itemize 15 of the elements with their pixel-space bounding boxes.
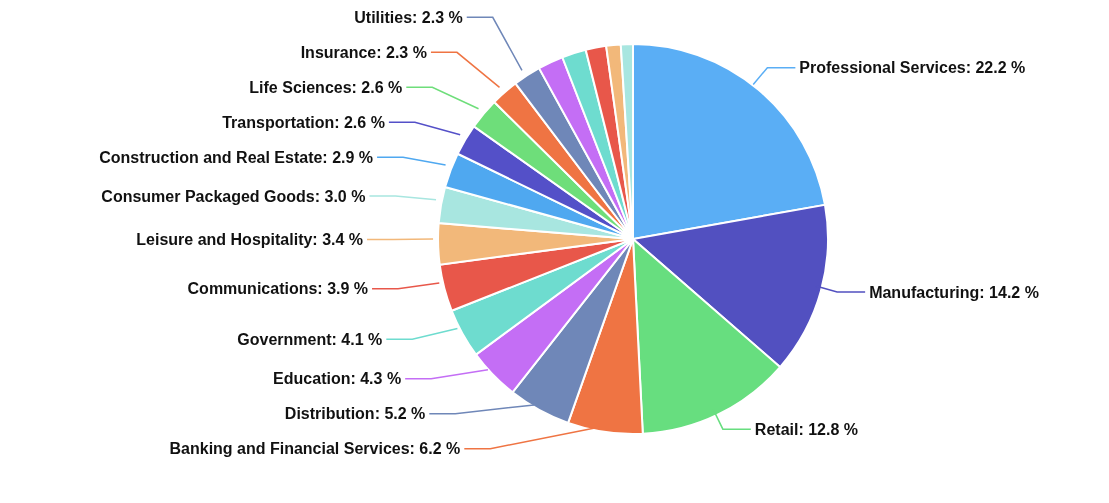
slice-label: Professional Services: 22.2 % — [799, 59, 1026, 77]
slice-label: Consumer Packaged Goods: 3.0 % — [101, 187, 366, 205]
slice-label: Government: 4.1 % — [237, 330, 383, 348]
slice-label: Retail: 12.8 % — [754, 420, 859, 438]
slice-label: Utilities: 2.3 % — [354, 8, 463, 26]
slice-label: Life Sciences: 2.6 % — [249, 78, 403, 96]
slice-label: Construction and Real Estate: 2.9 % — [99, 148, 374, 166]
slice-label: Transportation: 2.6 % — [222, 113, 385, 131]
slice-label: Banking and Financial Services: 6.2 % — [169, 440, 461, 458]
slice-label: Education: 4.3 % — [273, 370, 402, 388]
slice-label: Communications: 3.9 % — [187, 280, 369, 298]
slice-label: Insurance: 2.3 % — [300, 43, 427, 61]
slice-label: Manufacturing: 14.2 % — [869, 283, 1039, 301]
slice-label: Leisure and Hospitality: 3.4 % — [136, 231, 364, 249]
slice-label: Distribution: 5.2 % — [284, 405, 426, 423]
